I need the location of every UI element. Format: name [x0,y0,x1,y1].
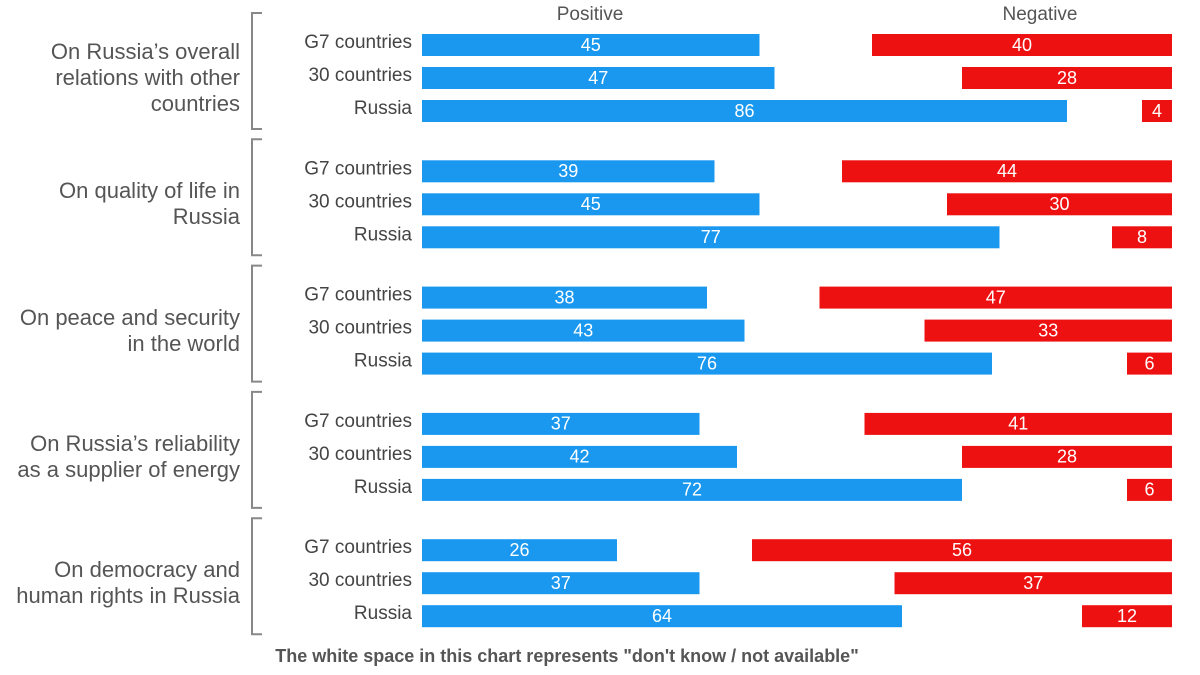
value-label: 56 [952,540,972,560]
value-label: 30 [1049,194,1069,214]
bar [422,572,700,595]
group-bracket [251,390,262,509]
value-label: 77 [701,227,721,247]
bar [422,34,760,56]
bar [422,412,700,435]
bar [842,160,1172,183]
bar [819,286,1172,309]
value-label: 37 [551,573,571,593]
bar [752,539,1172,562]
bar [422,478,962,501]
row-label: 30 countries [308,570,412,591]
bar [962,445,1172,468]
legend-negative: Negative [1003,4,1078,25]
bar [1142,100,1172,122]
value-label: 6 [1144,480,1154,500]
group-bracket [251,264,262,383]
footnote: The white space in this chart represents… [275,646,858,666]
value-label: 47 [588,68,608,88]
bar [1127,478,1172,501]
row-label: G7 countries [304,537,412,558]
bar [422,539,617,562]
bar [947,193,1172,216]
value-label: 12 [1117,606,1137,626]
row-label: 30 countries [308,191,412,212]
value-label: 38 [554,287,574,307]
bar [422,286,707,309]
value-label: 28 [1057,447,1077,467]
value-label: 45 [581,35,601,55]
bar [422,160,715,183]
value-label: 41 [1008,414,1028,434]
value-label: 47 [986,287,1006,307]
bar [1127,352,1172,375]
group-label: On quality of life in Russia [59,178,240,230]
value-label: 45 [581,194,601,214]
group-bracket [251,138,262,257]
row-label: 30 countries [308,65,412,86]
row-label: Russia [354,351,413,372]
row-label: Russia [354,477,413,498]
group-label: On democracy and human rights in Russia [16,557,240,609]
value-label: 37 [551,414,571,434]
bar [962,67,1172,89]
row-label: Russia [354,98,413,119]
bar [422,193,760,216]
bar [422,100,1067,122]
row-label: G7 countries [304,411,412,432]
group-bracket [251,12,262,130]
value-label: 6 [1144,353,1154,373]
bar [864,412,1172,435]
group-label: On Russia’s reliability as a supplier of… [17,430,240,482]
value-label: 86 [734,101,754,121]
group-label: On Russia’s overall relations with other… [50,39,240,116]
bar [422,605,902,628]
group-bracket [251,517,262,636]
value-label: 4 [1152,101,1162,121]
row-label: G7 countries [304,32,412,53]
value-label: 8 [1137,227,1147,247]
bar [422,226,1000,249]
bar [872,34,1172,56]
value-label: 33 [1038,320,1058,340]
bar [422,67,775,89]
row-label: Russia [354,603,413,624]
row-label: 30 countries [308,444,412,465]
value-label: 64 [652,606,672,626]
value-label: 43 [573,320,593,340]
group-label: On peace and security in the world [19,304,240,356]
bar [894,572,1172,595]
value-label: 44 [997,161,1017,181]
value-label: 37 [1023,573,1043,593]
value-label: 28 [1057,68,1077,88]
bar [422,319,745,342]
bar [422,352,992,375]
row-label: G7 countries [304,158,412,179]
bar [924,319,1172,342]
value-label: 40 [1012,35,1032,55]
row-label: Russia [354,224,413,245]
bar [1112,226,1172,249]
row-label: 30 countries [308,318,412,339]
value-label: 39 [558,161,578,181]
row-label: G7 countries [304,285,412,306]
bar [1082,605,1172,628]
legend-positive: Positive [557,4,624,25]
value-label: 42 [569,447,589,467]
value-label: 76 [697,353,717,373]
value-label: 26 [509,540,529,560]
bar [422,445,737,468]
value-label: 72 [682,480,702,500]
